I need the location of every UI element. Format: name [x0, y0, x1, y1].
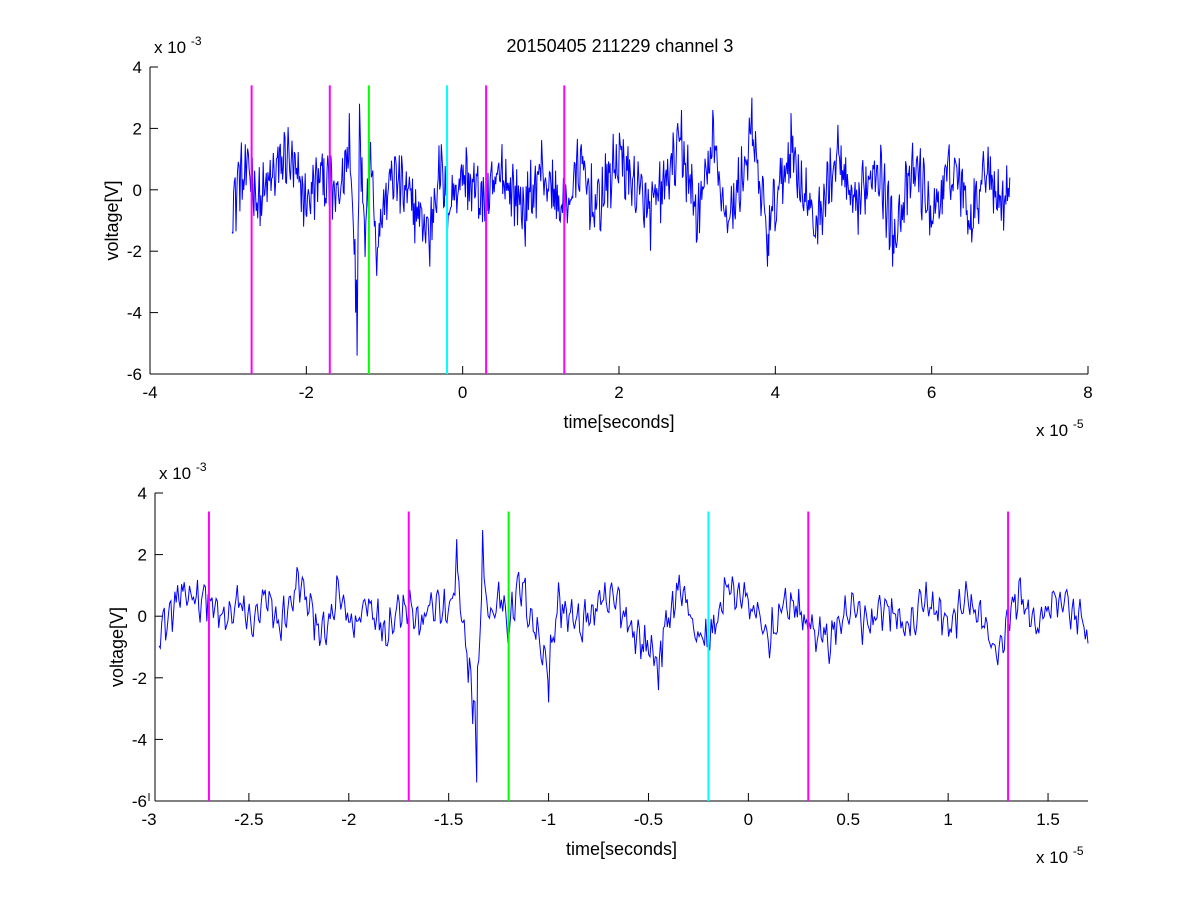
x-tick-label: 4	[771, 383, 780, 402]
y-tick-label: -2	[132, 669, 147, 688]
y-tick-label: -4	[127, 304, 142, 323]
y-tick-label: -4	[132, 730, 147, 749]
x-axis-label: time[seconds]	[566, 839, 677, 859]
x-exponent-label: x 10 -5	[1036, 844, 1084, 867]
y-tick-label: 4	[133, 58, 142, 77]
y-tick-label: 0	[138, 607, 147, 626]
y-tick-label: -2	[127, 242, 142, 261]
x-tick-label: -2	[341, 810, 356, 829]
chart-title: 20150405 211229 channel 3	[507, 36, 734, 56]
y-axis-label: voltage[V]	[102, 180, 122, 260]
y-exponent-label: x 10 -3	[154, 34, 202, 57]
x-tick-label: 1	[943, 810, 952, 829]
y-tick-label: -6	[132, 792, 147, 811]
y-axis-label: voltage[V]	[107, 607, 127, 687]
y-tick-label: 0	[133, 181, 142, 200]
bottom-plot: -3 -2.5 -2 -1.5 -1 -0.5 0 0.5 1 1.5 -6 -4 -2 0 2 4 time[…	[107, 460, 1089, 867]
x-tick-label: -3	[141, 810, 156, 829]
x-tick-label: 0	[458, 383, 467, 402]
x-tick-label: -2	[299, 383, 314, 402]
y-tick-label: -6	[127, 365, 142, 384]
signal-trace	[158, 529, 1089, 783]
x-tick-label: -0.5	[634, 810, 663, 829]
x-tick-label: -1	[541, 810, 556, 829]
y-tick-label: 4	[138, 484, 147, 503]
x-tick-label: 6	[927, 383, 936, 402]
y-exponent-label: x 10 -3	[159, 460, 207, 483]
signal-trace	[231, 97, 1011, 356]
x-tick-label: 8	[1083, 383, 1092, 402]
x-tick-label: 1.5	[1036, 810, 1060, 829]
x-tick-label: 0.5	[836, 810, 860, 829]
x-axis-label: time[seconds]	[563, 412, 674, 432]
top-plot: -4 -2 0 2 4 6 8-6-4-2024time[seconds]voltage[V…	[102, 34, 1093, 440]
y-tick-label: 2	[138, 546, 147, 565]
x-tick-label: 0	[744, 810, 753, 829]
x-tick-label: -4	[142, 383, 157, 402]
x-exponent-label: x 10 -5	[1036, 417, 1084, 440]
x-tick-label: -2.5	[234, 810, 263, 829]
y-tick-label: 2	[133, 119, 142, 138]
x-tick-label: 2	[614, 383, 623, 402]
x-tick-label: -1.5	[434, 810, 463, 829]
